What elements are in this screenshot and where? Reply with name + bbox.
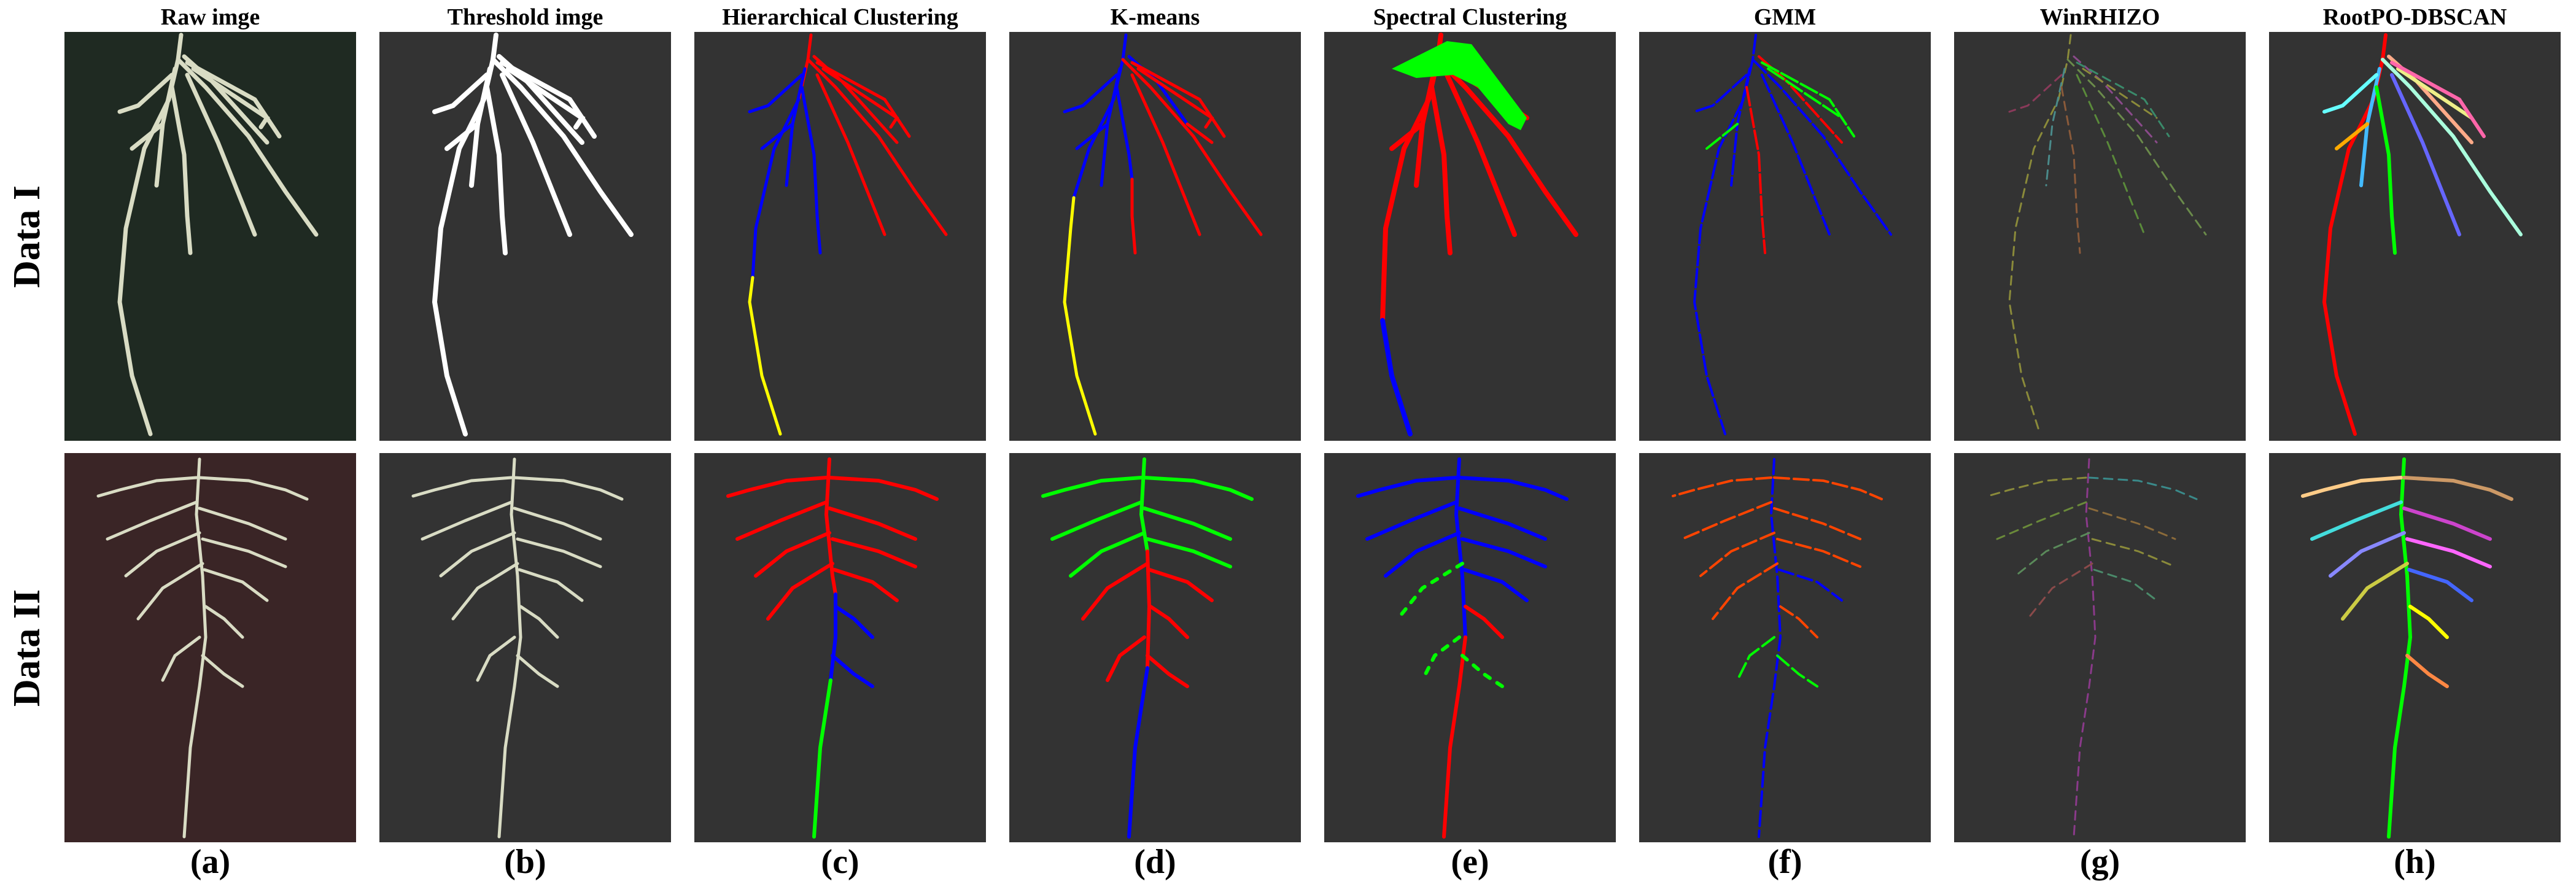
sub-label-c: (c) xyxy=(821,843,859,881)
panel-raw-data-1 xyxy=(64,32,356,441)
panel-winrhizo-data-2 xyxy=(1954,453,2246,842)
col-title-threshold: Threshold imge xyxy=(447,4,603,30)
sub-label-e: (e) xyxy=(1451,843,1489,881)
root-image-raw-2 xyxy=(96,457,309,839)
sub-label-b: (b) xyxy=(504,843,546,881)
sub-label-h: (h) xyxy=(2394,843,2436,881)
row-label-data-2: Data II xyxy=(6,589,48,707)
root-image-rootpo-1 xyxy=(2322,33,2523,436)
col-title-hierarchical: Hierarchical Clustering xyxy=(722,4,958,30)
panel-rootpo-data-2 xyxy=(2269,453,2561,842)
panel-spectral-data-1 xyxy=(1324,32,1616,441)
root-image-hierarchical-1 xyxy=(748,33,948,436)
root-image-rootpo-2 xyxy=(2301,457,2513,839)
panel-hierarchical-data-1 xyxy=(694,32,986,441)
panel-threshold-data-2 xyxy=(379,453,671,842)
col-title-rootpo: RootPO-DBSCAN xyxy=(2322,4,2507,30)
root-image-spectral-2 xyxy=(1356,457,1569,839)
root-image-winrhizo-1 xyxy=(2008,34,2207,435)
panel-kmeans-data-1 xyxy=(1009,32,1301,441)
root-image-spectral-1 xyxy=(1380,33,1578,436)
sub-label-d: (d) xyxy=(1134,843,1176,881)
row-label-data-1: Data I xyxy=(6,185,48,288)
root-image-raw-1 xyxy=(117,33,319,436)
panel-winrhizo-data-1 xyxy=(1954,32,2246,441)
root-image-kmeans-2 xyxy=(1041,457,1254,839)
sub-label-f: (f) xyxy=(1767,843,1802,881)
panel-gmm-data-2 xyxy=(1639,453,1931,842)
panel-rootpo-data-1 xyxy=(2269,32,2561,441)
panel-gmm-data-1 xyxy=(1639,32,1931,441)
root-image-threshold-2 xyxy=(411,457,624,839)
col-title-spectral: Spectral Clustering xyxy=(1373,4,1567,30)
root-image-gmm-2 xyxy=(1672,458,1883,838)
col-title-raw: Raw imge xyxy=(160,4,260,30)
sub-label-g: (g) xyxy=(2079,843,2120,881)
root-image-threshold-1 xyxy=(432,33,634,436)
panel-threshold-data-1 xyxy=(379,32,671,441)
col-title-gmm: GMM xyxy=(1753,4,1817,30)
col-title-kmeans: K-means xyxy=(1110,4,1200,30)
root-image-kmeans-1 xyxy=(1063,33,1263,436)
root-image-gmm-1 xyxy=(1693,34,1892,435)
panel-hierarchical-data-2 xyxy=(694,453,986,842)
root-image-winrhizo-2 xyxy=(1987,458,2198,838)
panel-raw-data-2 xyxy=(64,453,356,842)
root-image-hierarchical-2 xyxy=(726,457,939,839)
col-title-winrhizo: WinRHIZO xyxy=(2039,4,2160,30)
panel-spectral-data-2 xyxy=(1324,453,1616,842)
sub-label-a: (a) xyxy=(190,843,231,881)
panel-kmeans-data-2 xyxy=(1009,453,1301,842)
